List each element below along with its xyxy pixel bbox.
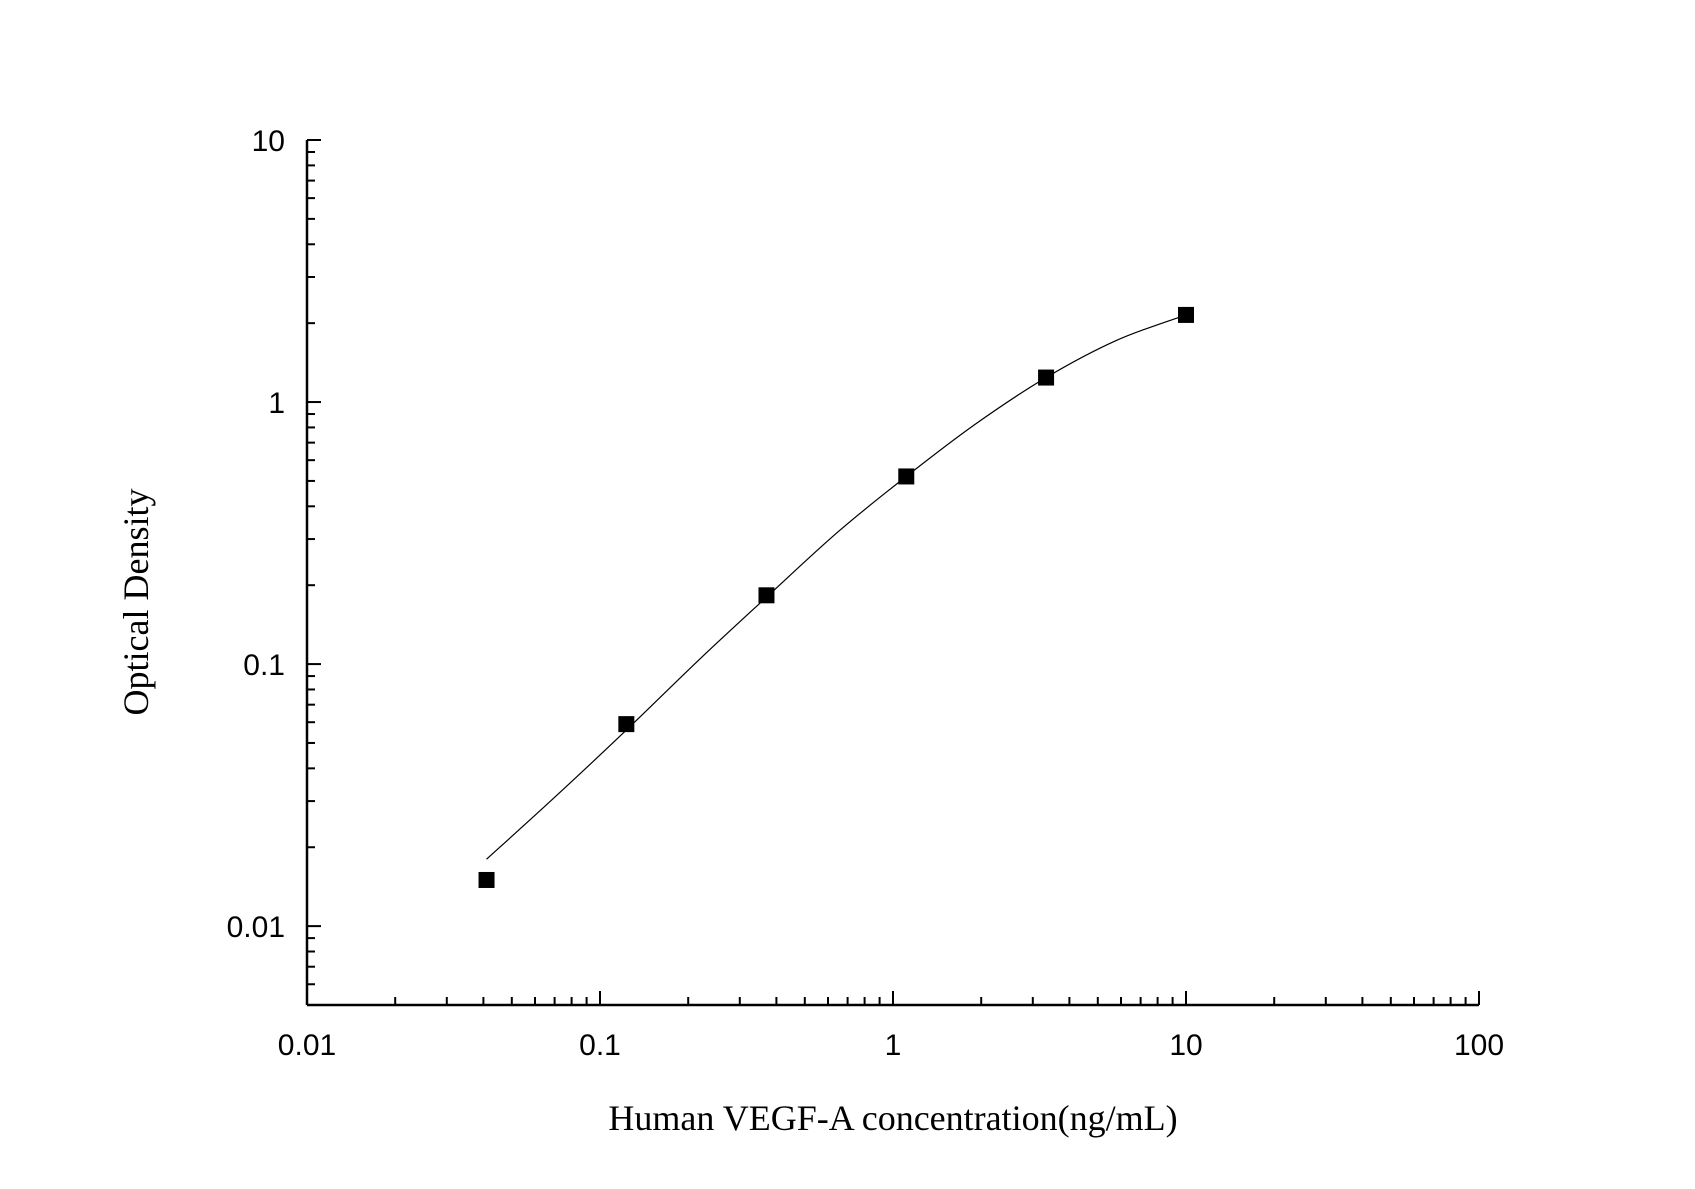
x-ticks xyxy=(306,991,1480,1005)
y-tick-label: 0.01 xyxy=(227,911,285,944)
x-tick-label: 1 xyxy=(885,1029,902,1062)
x-tick-label: 0.01 xyxy=(278,1029,336,1062)
y-axis-title: Optical Density xyxy=(116,489,156,716)
data-markers xyxy=(478,306,1194,888)
y-tick-label: 1 xyxy=(268,387,285,420)
data-point xyxy=(1038,369,1055,386)
y-tick-label: 10 xyxy=(252,125,285,158)
y-tick-label: 0.1 xyxy=(243,649,285,682)
x-tick-label: 0.1 xyxy=(579,1029,621,1062)
data-point xyxy=(618,716,635,733)
data-point xyxy=(478,871,495,888)
data-point xyxy=(898,468,915,485)
x-tick-label: 10 xyxy=(1169,1029,1202,1062)
data-point xyxy=(1178,306,1194,323)
x-tick-label: 100 xyxy=(1454,1029,1504,1062)
y-tick-labels: 0.01 0.1 1 10 xyxy=(227,125,285,944)
data-point xyxy=(758,587,775,604)
fit-curve xyxy=(486,314,1187,860)
x-axis-title: Human VEGF-A concentration(ng/mL) xyxy=(608,1098,1177,1138)
y-ticks xyxy=(307,139,321,1006)
x-tick-labels: 0.01 0.1 1 10 100 xyxy=(278,1029,1504,1062)
